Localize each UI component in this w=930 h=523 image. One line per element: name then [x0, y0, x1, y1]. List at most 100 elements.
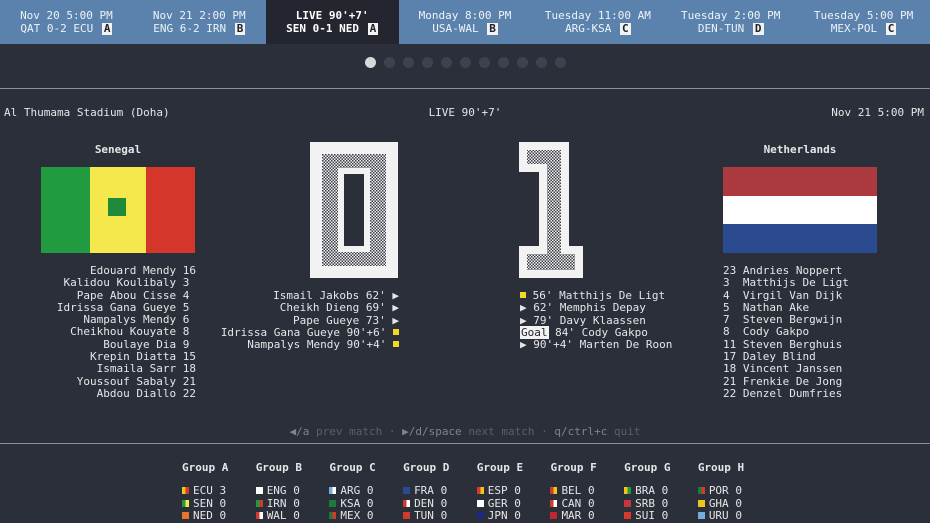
- team-flag-icon: [476, 499, 484, 507]
- player-name: Boulaye Dia: [103, 337, 177, 351]
- group-team-row: KSA 0: [322, 497, 396, 511]
- group-team-row: MEX 0: [322, 509, 396, 523]
- player-name: Idrissa Gana Gueye: [56, 300, 177, 314]
- pager-dot[interactable]: [516, 57, 528, 68]
- pager-dot[interactable]: [402, 57, 414, 68]
- team-code: MEX: [340, 509, 367, 522]
- flag-star-icon: [108, 198, 126, 216]
- schedule-bar: Nov 20 5:00 PM QAT 0-2 ECU A Nov 21 2:00 P…: [0, 0, 930, 44]
- pager-dot[interactable]: [535, 57, 547, 68]
- match-teams-label: SEN 0-1 NED: [286, 22, 366, 35]
- match-teams-label: ENG 6-2 IRN: [153, 22, 233, 35]
- event-row: Cheikh Dieng 69' ▶: [221, 302, 399, 314]
- team-code: CAN: [561, 496, 588, 510]
- player-number: 3: [176, 276, 196, 290]
- group-team-row: BRA 0: [617, 484, 691, 498]
- pager-dot[interactable]: [421, 57, 433, 68]
- event-text: 90'+4' Marten De Roon: [526, 338, 673, 352]
- group-title: Group D: [403, 461, 450, 474]
- group-team-row: WAL 0: [249, 509, 323, 523]
- team-points: 0: [514, 484, 521, 497]
- match-teams: DEN-TUN D: [698, 22, 764, 35]
- group-team-row: FRA 0: [396, 484, 470, 498]
- schedule-match[interactable]: Tuesday 5:00 PM MEX-POL C: [797, 0, 930, 44]
- event-text: Ismail Jakobs 62': [273, 289, 393, 302]
- pager-dot[interactable]: [440, 57, 452, 68]
- player-number: 4: [176, 288, 196, 302]
- team-flag-icon: [403, 512, 411, 519]
- schedule-match[interactable]: Nov 21 2:00 PM ENG 6-2 IRN B: [133, 0, 266, 44]
- schedule-match[interactable]: Monday 8:00 PM USA-WAL B: [399, 0, 532, 44]
- match-teams: ARG-KSA C: [565, 22, 631, 35]
- lineup-row: 22 Denzel Dumfries: [723, 387, 849, 400]
- team-points: 0: [514, 496, 521, 510]
- group-table: Group C ARG 0 KSA 0 MEX 0: [322, 461, 396, 523]
- next-key[interactable]: ▶/d/space: [402, 425, 462, 438]
- team-flag-icon: [403, 499, 411, 507]
- player-number: 5: [176, 300, 196, 314]
- yellow-card-icon: [520, 292, 526, 298]
- group-team-row: ESP 0: [470, 484, 544, 498]
- team-code: GHA: [708, 496, 736, 510]
- pager-dot[interactable]: [554, 57, 566, 68]
- yellow-card-icon: [393, 341, 399, 348]
- group-badge: C: [885, 22, 897, 35]
- pager-dot[interactable]: [383, 57, 395, 68]
- event-row: Ismail Jakobs 62' ▶: [221, 289, 399, 302]
- match-teams-label: USA-WAL: [432, 22, 486, 35]
- substitution-icon: ▶: [520, 338, 527, 352]
- lineup-row: Ismaila Sarr 18: [57, 363, 196, 375]
- home-events: Ismail Jakobs 62' ▶ Cheikh Dieng 69' ▶ Pap…: [221, 289, 399, 351]
- pager-dot[interactable]: [459, 57, 471, 68]
- group-team-row: SEN 0: [175, 496, 249, 511]
- lineup-row: Pape Abou Cisse 4: [57, 288, 196, 302]
- group-table: Group H POR 0 GHA 0 URU 0: [691, 461, 765, 523]
- digit-hole: [344, 174, 364, 246]
- substitution-icon: ▶: [520, 313, 527, 327]
- prev-key[interactable]: ◀/a: [289, 425, 310, 438]
- quit-key[interactable]: q/ctrl+c: [554, 425, 608, 438]
- team-flag-icon: [182, 512, 189, 519]
- group-title: Group A: [182, 461, 229, 474]
- substitution-icon: ▶: [392, 301, 399, 315]
- group-table: Group A ECU 3 SEN 0 NED 0: [175, 461, 249, 523]
- away-score-digit: [519, 142, 583, 278]
- pager-dot[interactable]: [478, 57, 490, 68]
- team-points: 0: [366, 509, 374, 522]
- schedule-match[interactable]: LIVE 90'+7' SEN 0-1 NED A: [265, 0, 399, 44]
- schedule-match[interactable]: Tuesday 2:00 PM DEN-TUN D: [664, 0, 797, 44]
- group-badge: A: [367, 22, 379, 35]
- group-team-row: POR 0: [691, 484, 765, 498]
- team-flag-icon: [550, 512, 558, 519]
- match-teams-label: ARG-KSA: [565, 22, 619, 35]
- match-teams: ENG 6-2 IRN B: [153, 22, 246, 35]
- team-points: 0: [587, 484, 595, 497]
- team-code: SEN: [193, 496, 220, 510]
- player-name: Abdou Diallo: [96, 386, 177, 400]
- schedule-match[interactable]: Nov 20 5:00 PM QAT 0-2 ECU A: [0, 0, 133, 44]
- pager-dot[interactable]: [364, 57, 376, 68]
- goal-badge: Goal: [520, 325, 549, 339]
- pager-dot[interactable]: [497, 57, 509, 68]
- team-flag-icon: [624, 487, 632, 494]
- player-name: Nampalys Mendy: [83, 313, 177, 327]
- team-flag-icon: [697, 499, 705, 507]
- player-name: Krepin Diatta: [90, 350, 177, 364]
- event-row: 56' Matthijs De Ligt: [520, 289, 672, 302]
- player-number: 18: [723, 362, 743, 376]
- schedule-match[interactable]: Tuesday 11:00 AM ARG-KSA C: [531, 0, 664, 44]
- match-status: LIVE 90'+7': [428, 106, 502, 119]
- team-code: TUN: [414, 509, 441, 522]
- team-code: JPN: [487, 509, 515, 522]
- player-number: 15: [176, 350, 196, 364]
- player-number: 23: [723, 264, 743, 277]
- player-name: Matthijs De Ligt: [742, 276, 849, 290]
- lineup-row: 23 Andries Noppert: [723, 264, 849, 277]
- team-code: SUI: [635, 509, 662, 522]
- group-title: Group F: [550, 461, 597, 474]
- player-number: 17: [723, 350, 743, 364]
- player-number: 11: [723, 337, 743, 351]
- match-time: Tuesday 2:00 PM: [681, 9, 781, 22]
- player-name: Nathan Ake: [742, 300, 810, 314]
